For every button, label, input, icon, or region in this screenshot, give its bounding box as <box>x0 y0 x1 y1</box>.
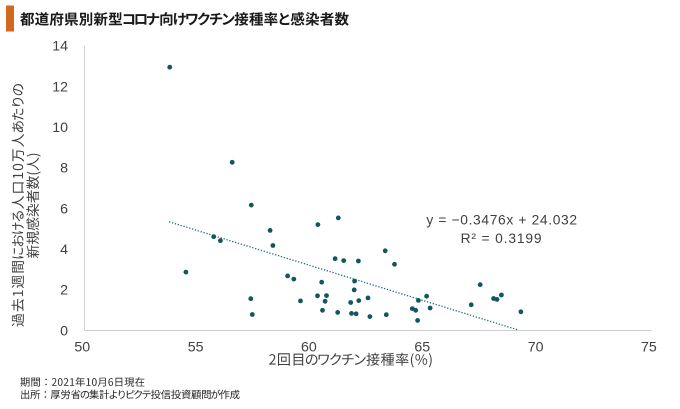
svg-text:70: 70 <box>528 339 544 355</box>
svg-text:55: 55 <box>188 339 204 355</box>
svg-text:0: 0 <box>60 323 68 339</box>
svg-text:10: 10 <box>52 120 68 136</box>
svg-text:2: 2 <box>60 283 68 299</box>
svg-text:6: 6 <box>60 201 68 217</box>
svg-text:60: 60 <box>301 339 317 355</box>
svg-text:14: 14 <box>52 39 68 55</box>
svg-text:75: 75 <box>641 339 657 355</box>
svg-text:4: 4 <box>60 242 68 258</box>
svg-text:65: 65 <box>414 339 430 355</box>
svg-text:8: 8 <box>60 161 68 177</box>
svg-text:50: 50 <box>74 339 90 355</box>
svg-text:12: 12 <box>52 79 68 95</box>
svg-text:y = −0.3476x + 24.032: y = −0.3476x + 24.032 <box>426 212 577 227</box>
svg-text:R² = 0.3199: R² = 0.3199 <box>461 231 543 246</box>
